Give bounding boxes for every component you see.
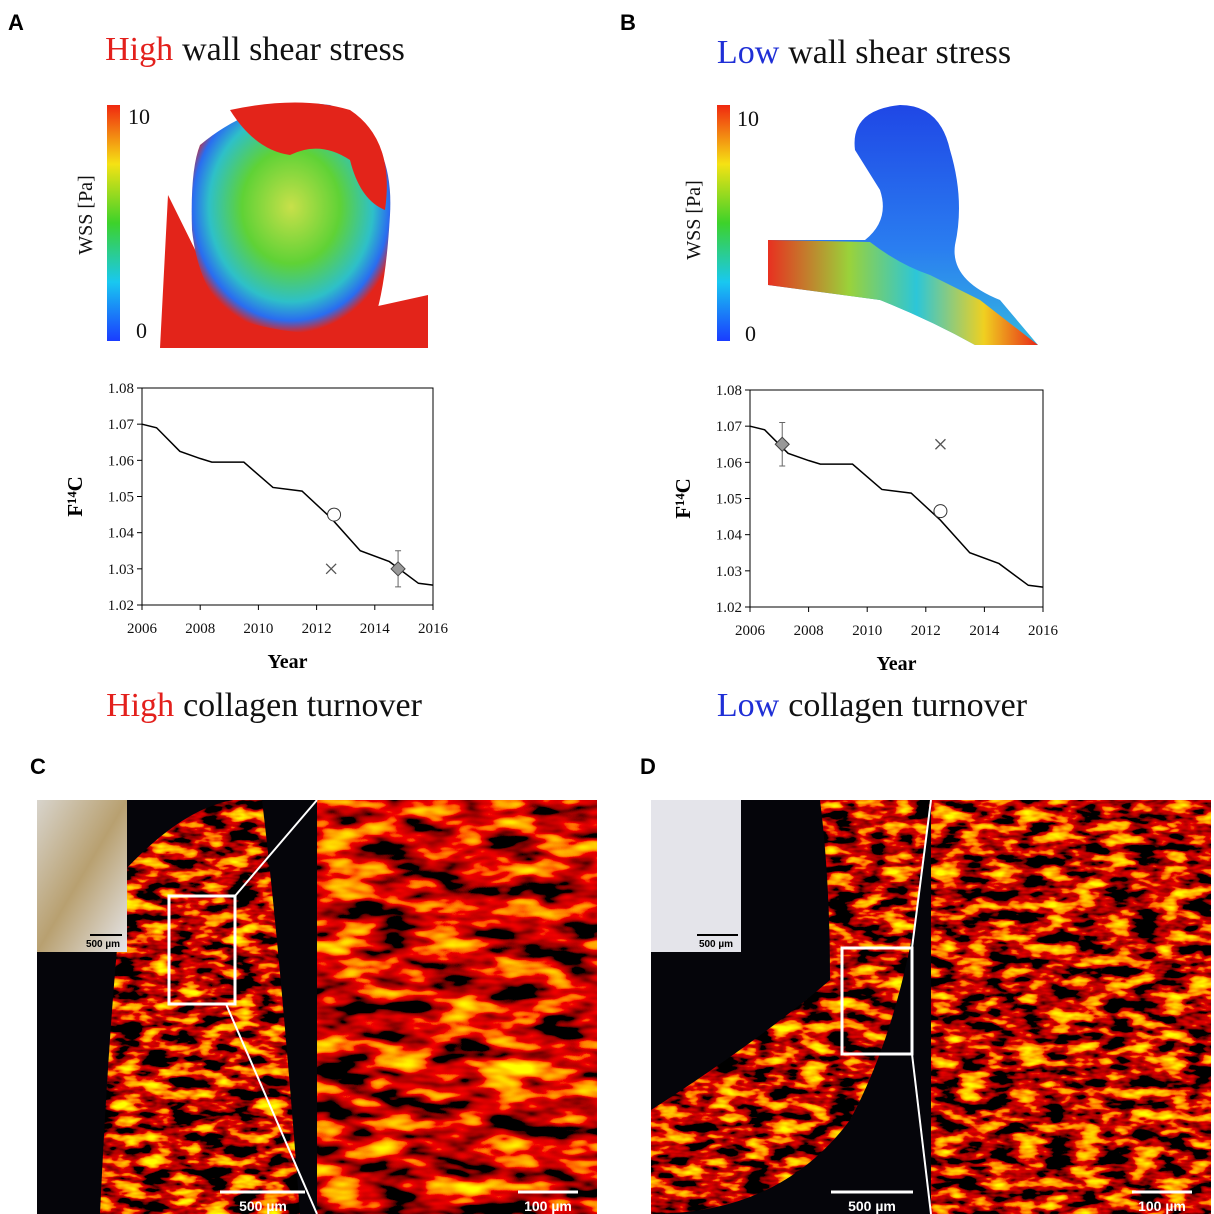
- y-tick-label: 1.07: [108, 417, 135, 433]
- colorbar-min: 0: [136, 318, 147, 343]
- colorbar: [107, 105, 120, 341]
- micrograph: 500 µm 500 µm 100 µm: [651, 800, 1211, 1214]
- plot-frame: [750, 390, 1043, 607]
- colorbar-label: WSS [Pa]: [683, 180, 705, 259]
- y-tick-label: 1.08: [108, 381, 134, 397]
- y-axis-label: F¹⁴C: [671, 478, 695, 519]
- x-tick-label: 2006: [735, 623, 766, 639]
- x-tick-label: 2016: [1028, 623, 1059, 639]
- y-tick-label: 1.05: [108, 490, 134, 506]
- data-point: [934, 505, 947, 518]
- title-text: wall shear stress: [182, 31, 405, 68]
- x-tick-label: 2010: [243, 621, 273, 637]
- x-tick-label: 2012: [302, 621, 332, 637]
- x-tick-label: 2008: [185, 621, 215, 637]
- y-tick-label: 1.04: [716, 528, 743, 544]
- footer-text: collagen turnover: [183, 687, 423, 724]
- y-tick-label: 1.07: [716, 419, 743, 435]
- panel-label: B: [620, 10, 636, 35]
- x-tick-label: 2016: [418, 621, 449, 637]
- data-point: [326, 564, 336, 574]
- colorbar-label: WSS [Pa]: [75, 175, 97, 254]
- y-tick-label: 1.03: [716, 564, 742, 580]
- panel-label: D: [640, 754, 656, 779]
- y-tick-label: 1.02: [716, 600, 742, 616]
- colorbar-max: 10: [737, 106, 759, 131]
- x-tick-label: 2006: [127, 621, 158, 637]
- y-tick-label: 1.02: [108, 598, 134, 614]
- scale-label: 100 µm: [1138, 1198, 1186, 1214]
- aneurysm-rendering: [160, 103, 428, 349]
- x-tick-label: 2012: [911, 623, 941, 639]
- scale-label: 500 µm: [848, 1198, 896, 1214]
- data-line: [750, 426, 1043, 587]
- y-tick-label: 1.08: [716, 383, 742, 399]
- footer-text: collagen turnover: [788, 687, 1028, 724]
- x-tick-label: 2014: [969, 623, 1000, 639]
- y-tick-label: 1.06: [108, 453, 135, 469]
- panel-label: A: [8, 10, 24, 35]
- scale-label: 500 µm: [699, 939, 733, 950]
- colorbar-min: 0: [745, 321, 756, 346]
- y-tick-label: 1.06: [716, 455, 743, 471]
- x-tick-label: 2014: [360, 621, 391, 637]
- title-highlight: High: [105, 31, 173, 68]
- colorbar-max: 10: [128, 104, 150, 129]
- scale-label: 100 µm: [524, 1198, 572, 1214]
- panel-label: C: [30, 754, 46, 779]
- data-point: [328, 508, 341, 521]
- y-axis-label: F¹⁴C: [63, 476, 87, 517]
- scale-label: 500 µm: [239, 1198, 287, 1214]
- data-point: [935, 439, 945, 449]
- title-text: wall shear stress: [788, 34, 1011, 71]
- figure: A B Highwall shear stress Lowwall shear …: [0, 0, 1214, 1214]
- vessel-rendering: [768, 105, 1038, 345]
- y-tick-label: 1.03: [108, 562, 134, 578]
- title-highlight: Low: [717, 34, 780, 71]
- x-axis-label: Year: [877, 653, 917, 675]
- micrograph: 500 µm 500 µm 100 µm: [37, 800, 597, 1214]
- x-axis-label: Year: [268, 651, 308, 673]
- plot-frame: [142, 388, 433, 605]
- scale-label: 500 µm: [86, 939, 120, 950]
- footer-highlight: Low: [717, 687, 780, 724]
- y-tick-label: 1.04: [108, 526, 135, 542]
- data-line: [142, 424, 433, 585]
- x-tick-label: 2008: [794, 623, 824, 639]
- footer-highlight: High: [106, 687, 174, 724]
- x-tick-label: 2010: [852, 623, 882, 639]
- colorbar: [717, 105, 730, 341]
- data-point: [775, 437, 789, 451]
- y-tick-label: 1.05: [716, 492, 742, 508]
